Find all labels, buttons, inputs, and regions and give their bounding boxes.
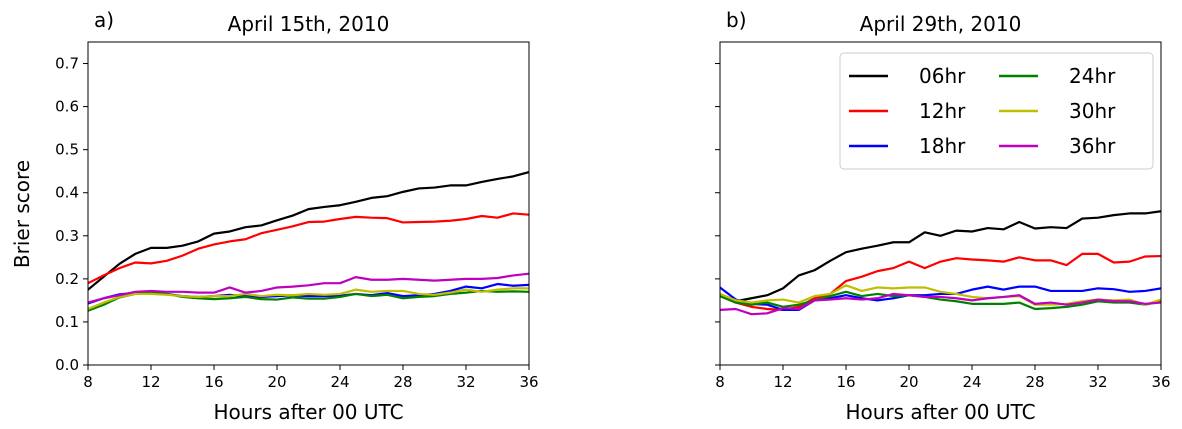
x-tick-label: 24 <box>962 373 981 391</box>
x-tick-label: 36 <box>1151 373 1170 391</box>
x-tick-label: 12 <box>773 373 792 391</box>
shared-y-axis-label: Brier score <box>10 160 34 268</box>
series-line-30hr <box>88 287 529 311</box>
series-line-12hr <box>88 212 529 285</box>
legend-label-06hr: 06hr <box>919 64 966 88</box>
series-line-24hr <box>720 290 1161 311</box>
panels-layer: 8 12 16 20 24 28 32 36 0.0 0.1 0.2 0.3 0.4 0.5 0.6 0.7 H… <box>55 8 1170 424</box>
legend-label-30hr: 30hr <box>1069 99 1116 123</box>
series-line-06hr <box>720 210 1161 303</box>
y-tick-label: 0.2 <box>55 270 79 288</box>
series-lines <box>88 170 529 312</box>
series-line-06hr <box>88 170 529 291</box>
x-tick-label: 32 <box>456 373 475 391</box>
plot-frame <box>719 41 1162 366</box>
legend-label-12hr: 12hr <box>919 99 966 123</box>
panel-label: b) <box>726 8 747 32</box>
x-tick-label: 16 <box>204 373 223 391</box>
x-tick-label: 8 <box>83 373 93 391</box>
y-tick-label: 0.6 <box>55 98 79 116</box>
legend-label-18hr: 18hr <box>919 134 966 158</box>
plot-frame <box>87 41 530 366</box>
chart-title: April 29th, 2010 <box>860 12 1022 36</box>
y-tick-label: 0.7 <box>55 55 79 73</box>
y-tick-label: 0.5 <box>55 141 79 159</box>
y-tick-label: 0.0 <box>55 356 79 374</box>
chart-title: April 15th, 2010 <box>228 12 390 36</box>
x-tick-label: 28 <box>1025 373 1044 391</box>
chart-panel-b: 8 12 16 20 24 28 32 36 Hours after 00 UTC April 2… <box>715 8 1171 424</box>
x-tick-label: 36 <box>519 373 538 391</box>
legend-box <box>839 52 1154 170</box>
y-tick-label: 0.3 <box>55 227 79 245</box>
x-tick-label: 24 <box>330 373 349 391</box>
x-tick-label: 12 <box>141 373 160 391</box>
legend-label-36hr: 36hr <box>1069 134 1116 158</box>
x-tick-label: 28 <box>393 373 412 391</box>
x-tick-label: 16 <box>836 373 855 391</box>
y-tick-label: 0.4 <box>55 184 79 202</box>
chart-panel-a: 8 12 16 20 24 28 32 36 0.0 0.1 0.2 0.3 0.4 0.5 0.6 0.7 H… <box>55 8 538 424</box>
legend: 06hr 12hr 18hr 24hr 30hr 36hr <box>839 52 1154 170</box>
x-tick-label: 8 <box>715 373 725 391</box>
legend-label-24hr: 24hr <box>1069 64 1116 88</box>
series-lines <box>720 210 1161 316</box>
series-line-36hr <box>720 292 1161 316</box>
x-tick-label: 20 <box>899 373 918 391</box>
y-tick-label: 0.1 <box>55 313 79 331</box>
x-tick-label: 32 <box>1088 373 1107 391</box>
series-line-18hr <box>720 285 1161 311</box>
x-axis-label: Hours after 00 UTC <box>213 400 403 424</box>
panel-label: a) <box>94 8 114 32</box>
x-tick-label: 20 <box>267 373 286 391</box>
series-line-36hr <box>88 272 529 304</box>
x-axis-label: Hours after 00 UTC <box>845 400 1035 424</box>
